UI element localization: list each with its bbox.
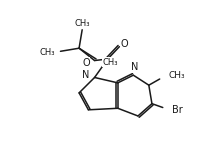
Text: CH₃: CH₃ — [39, 48, 55, 57]
Text: O: O — [82, 58, 90, 68]
Text: N: N — [131, 62, 139, 73]
Text: Br: Br — [172, 105, 183, 115]
Text: O: O — [121, 39, 129, 49]
Text: CH₃: CH₃ — [168, 71, 185, 80]
Text: CH₃: CH₃ — [74, 19, 90, 28]
Text: N: N — [82, 70, 89, 80]
Text: CH₃: CH₃ — [102, 58, 118, 67]
